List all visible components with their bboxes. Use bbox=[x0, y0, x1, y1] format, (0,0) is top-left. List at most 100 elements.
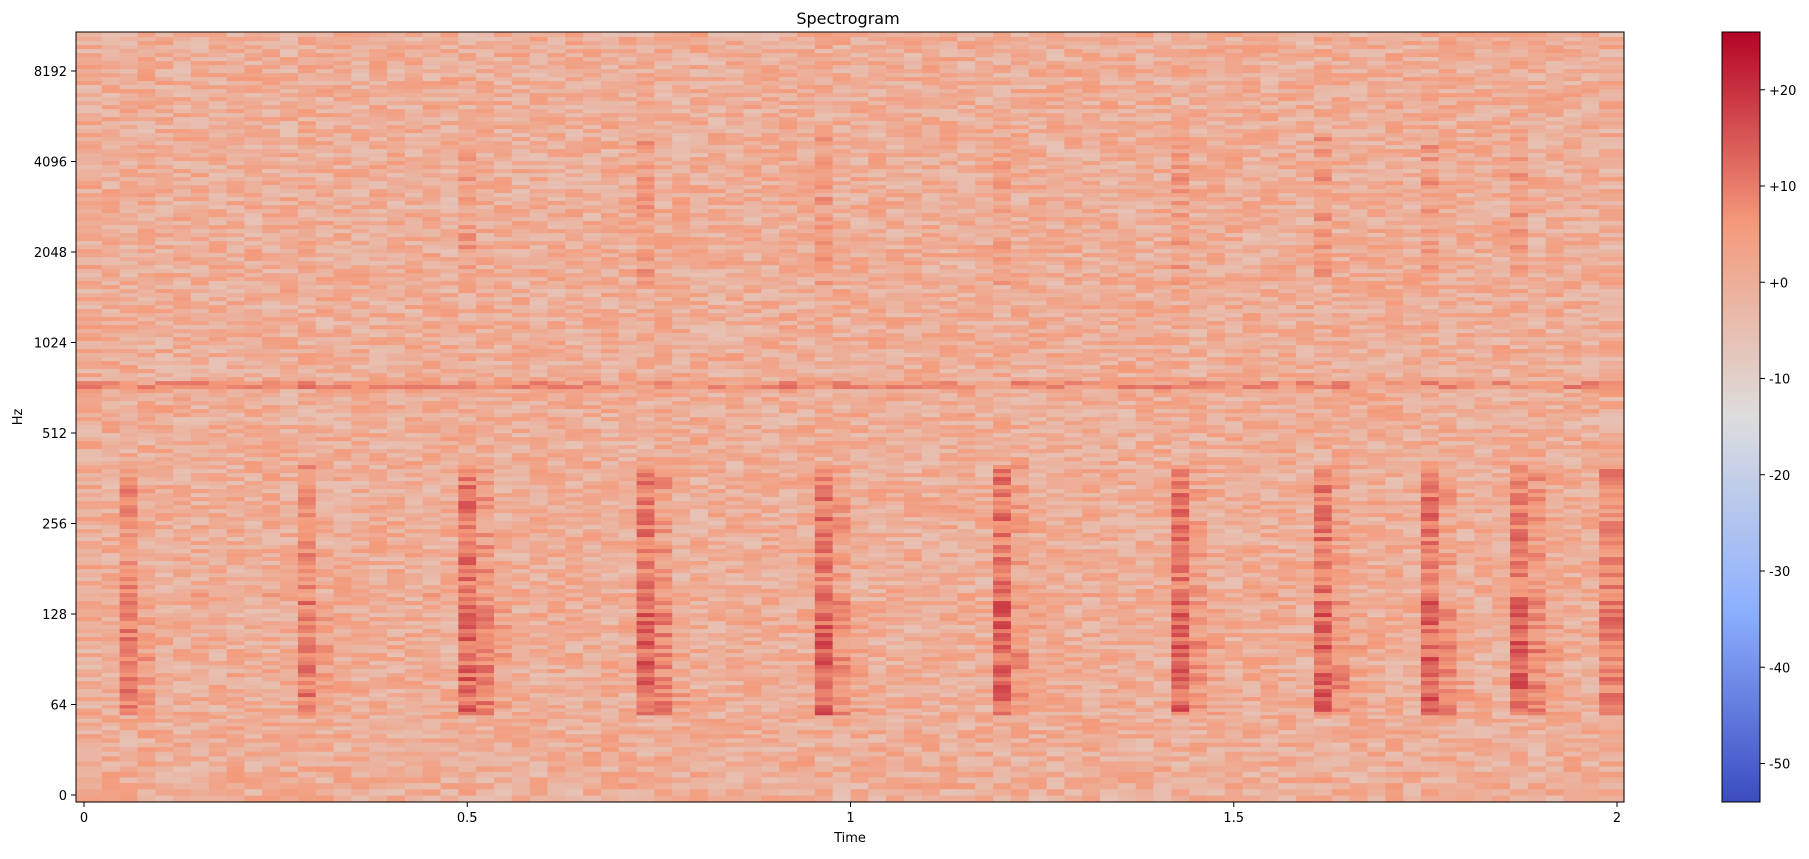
heatmap-cell bbox=[351, 565, 369, 570]
heatmap-cell bbox=[280, 730, 298, 735]
heatmap-cell bbox=[441, 53, 459, 58]
heatmap-cell bbox=[209, 545, 227, 550]
heatmap-cell bbox=[476, 413, 494, 418]
heatmap-cell bbox=[209, 313, 227, 318]
heatmap-cell bbox=[387, 681, 405, 686]
heatmap-cell bbox=[227, 325, 245, 330]
heatmap-cell bbox=[405, 617, 423, 622]
heatmap-cell bbox=[227, 715, 245, 719]
heatmap-cell bbox=[316, 393, 334, 398]
heatmap-cell bbox=[476, 357, 494, 362]
heatmap-cell bbox=[191, 517, 209, 522]
heatmap-cell bbox=[191, 153, 209, 158]
heatmap-cell bbox=[494, 541, 512, 546]
heatmap-cell bbox=[173, 593, 191, 598]
heatmap-cell bbox=[244, 722, 262, 726]
heatmap-cell bbox=[262, 389, 280, 394]
heatmap-cell bbox=[369, 730, 387, 735]
heatmap-cell bbox=[476, 137, 494, 142]
heatmap-cell bbox=[173, 221, 191, 226]
heatmap-cell bbox=[155, 41, 173, 46]
heatmap-cell bbox=[458, 293, 476, 298]
heatmap-cell bbox=[405, 766, 423, 772]
heatmap-cell bbox=[441, 701, 459, 706]
heatmap-cell bbox=[102, 569, 120, 574]
heatmap-cell bbox=[227, 730, 245, 735]
heatmap-cell bbox=[155, 229, 173, 234]
heatmap-cell bbox=[441, 617, 459, 622]
heatmap-cell bbox=[334, 41, 352, 46]
heatmap-cell bbox=[155, 673, 173, 678]
heatmap-cell bbox=[334, 711, 352, 715]
heatmap-cell bbox=[137, 125, 155, 130]
heatmap-cell bbox=[387, 149, 405, 154]
heatmap-cell bbox=[458, 711, 476, 715]
heatmap-cell bbox=[227, 93, 245, 98]
heatmap-cell bbox=[458, 481, 476, 486]
heatmap-cell bbox=[120, 273, 138, 278]
heatmap-cell bbox=[494, 738, 512, 743]
heatmap-cell bbox=[441, 738, 459, 743]
heatmap-cell bbox=[120, 189, 138, 194]
heatmap-cell bbox=[280, 513, 298, 518]
heatmap-cell bbox=[405, 673, 423, 678]
heatmap-cell bbox=[351, 734, 369, 739]
heatmap-cell bbox=[423, 213, 441, 218]
heatmap-cell bbox=[102, 425, 120, 430]
heatmap-cell bbox=[405, 109, 423, 114]
heatmap-cell bbox=[191, 397, 209, 402]
heatmap-cell bbox=[387, 417, 405, 422]
heatmap-cell bbox=[262, 225, 280, 230]
heatmap-cell bbox=[476, 361, 494, 366]
heatmap-cell bbox=[458, 777, 476, 783]
heatmap-cell bbox=[191, 421, 209, 426]
heatmap-cell bbox=[298, 397, 316, 402]
heatmap-cell bbox=[173, 125, 191, 130]
heatmap-cell bbox=[387, 777, 405, 783]
heatmap-cell bbox=[155, 365, 173, 370]
heatmap-cell bbox=[494, 589, 512, 594]
heatmap-cell bbox=[405, 213, 423, 218]
heatmap-cell bbox=[405, 445, 423, 450]
heatmap-cell bbox=[173, 393, 191, 398]
heatmap-cell bbox=[244, 117, 262, 122]
heatmap-cell bbox=[316, 257, 334, 262]
heatmap-cell bbox=[227, 109, 245, 114]
heatmap-cell bbox=[476, 441, 494, 446]
heatmap-cell bbox=[369, 661, 387, 666]
heatmap-cell bbox=[458, 217, 476, 222]
heatmap-cell bbox=[102, 401, 120, 406]
heatmap-cell bbox=[334, 73, 352, 78]
heatmap-cell bbox=[458, 213, 476, 218]
heatmap-cell bbox=[209, 589, 227, 594]
heatmap-cell bbox=[369, 601, 387, 606]
heatmap-cell bbox=[244, 677, 262, 682]
heatmap-cell bbox=[334, 730, 352, 735]
heatmap-cell bbox=[173, 273, 191, 278]
heatmap-cell bbox=[262, 633, 280, 638]
heatmap-cell bbox=[387, 141, 405, 146]
heatmap-cell bbox=[423, 621, 441, 626]
heatmap-cell bbox=[494, 445, 512, 450]
heatmap-cell bbox=[244, 509, 262, 514]
heatmap-cell bbox=[76, 209, 102, 214]
heatmap-cell bbox=[262, 761, 280, 767]
heatmap-cell bbox=[155, 69, 173, 74]
heatmap-cell bbox=[494, 449, 512, 454]
heatmap-cell bbox=[227, 413, 245, 418]
heatmap-cell bbox=[405, 41, 423, 46]
heatmap-cell bbox=[155, 277, 173, 282]
heatmap-cell bbox=[316, 273, 334, 278]
heatmap-cell bbox=[173, 761, 191, 767]
heatmap-cell bbox=[369, 345, 387, 350]
heatmap-cell bbox=[387, 789, 405, 796]
heatmap-cell bbox=[137, 33, 155, 38]
heatmap-cell bbox=[191, 385, 209, 390]
heatmap-cell bbox=[120, 715, 138, 719]
heatmap-cell bbox=[458, 61, 476, 66]
heatmap-cell bbox=[262, 65, 280, 70]
heatmap-cell bbox=[316, 637, 334, 642]
heatmap-cell bbox=[441, 521, 459, 526]
heatmap-cell bbox=[244, 477, 262, 482]
heatmap-cell bbox=[227, 249, 245, 254]
